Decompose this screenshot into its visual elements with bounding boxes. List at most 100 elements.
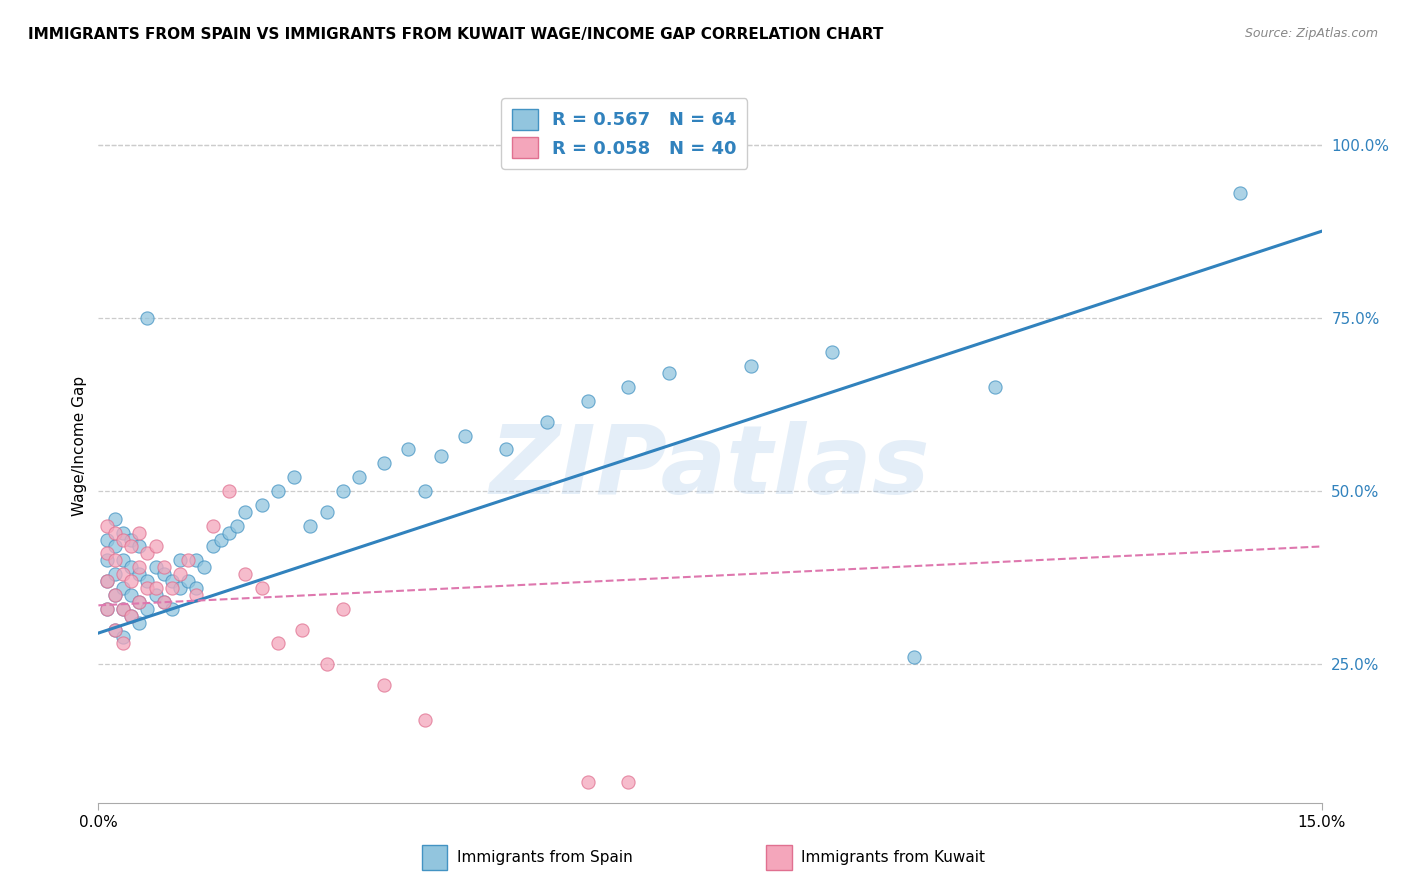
Point (1229, 186, 1251, 201)
Point (111, 581, 134, 595)
Point (96, 602, 118, 616)
Point (233, 505, 256, 519)
Point (373, 456, 395, 470)
Point (111, 602, 134, 616)
Point (145, 560, 167, 574)
Point (111, 567, 134, 582)
Point (96, 574, 118, 588)
Point (218, 525, 240, 540)
Point (96, 574, 118, 588)
Point (104, 623, 127, 637)
Point (145, 581, 167, 595)
Point (291, 623, 314, 637)
Point (193, 560, 215, 574)
Point (332, 602, 354, 616)
Point (152, 560, 174, 574)
Point (104, 588, 127, 602)
Point (283, 470, 305, 484)
Point (104, 512, 127, 526)
Point (209, 533, 232, 547)
Point (169, 567, 191, 582)
Point (332, 483, 354, 498)
Point (136, 602, 159, 616)
Point (120, 574, 142, 588)
Text: IMMIGRANTS FROM SPAIN VS IMMIGRANTS FROM KUWAIT WAGE/INCOME GAP CORRELATION CHAR: IMMIGRANTS FROM SPAIN VS IMMIGRANTS FROM… (28, 27, 883, 42)
Point (903, 650, 925, 665)
Point (349, 470, 371, 484)
Point (104, 540, 127, 554)
Point (201, 518, 224, 533)
Point (120, 560, 142, 574)
Point (250, 581, 273, 595)
Point (128, 595, 150, 609)
Point (96, 553, 118, 567)
Point (120, 608, 142, 623)
Point (111, 553, 134, 567)
Point (104, 553, 127, 567)
Point (413, 483, 436, 498)
Point (160, 602, 183, 616)
Point (111, 533, 134, 547)
Point (128, 567, 150, 582)
Point (454, 428, 477, 442)
Point (299, 518, 322, 533)
Point (120, 540, 142, 554)
Point (104, 567, 127, 582)
Point (233, 567, 256, 582)
Point (160, 574, 183, 588)
Legend: R = 0.567   N = 64, R = 0.058   N = 40: R = 0.567 N = 64, R = 0.058 N = 40 (502, 98, 748, 169)
Point (120, 588, 142, 602)
Point (536, 415, 558, 429)
Point (160, 581, 183, 595)
Point (218, 483, 240, 498)
Y-axis label: Wage/Income Gap: Wage/Income Gap (72, 376, 87, 516)
Point (201, 540, 224, 554)
Point (984, 380, 1007, 394)
Point (136, 546, 159, 560)
Point (617, 380, 640, 394)
Point (226, 518, 249, 533)
Point (128, 525, 150, 540)
Point (658, 366, 681, 380)
Point (373, 678, 395, 692)
Point (315, 657, 337, 672)
Point (128, 540, 150, 554)
Point (186, 553, 208, 567)
Point (430, 450, 453, 464)
Point (120, 533, 142, 547)
Point (104, 588, 127, 602)
Point (96, 546, 118, 560)
Point (177, 553, 200, 567)
Point (495, 442, 517, 457)
Point (740, 359, 762, 374)
Point (128, 560, 150, 574)
Text: ZIPatlas: ZIPatlas (489, 421, 931, 514)
Point (111, 525, 134, 540)
Point (267, 483, 290, 498)
Point (617, 775, 640, 789)
Point (152, 567, 174, 582)
Point (111, 630, 134, 644)
Point (576, 775, 599, 789)
Point (169, 553, 191, 567)
Point (152, 595, 174, 609)
Text: Immigrants from Kuwait: Immigrants from Kuwait (801, 850, 986, 864)
Point (152, 595, 174, 609)
Point (250, 498, 273, 512)
Point (136, 310, 159, 325)
Point (128, 595, 150, 609)
Point (120, 608, 142, 623)
Point (186, 588, 208, 602)
Point (821, 345, 844, 359)
Point (267, 636, 290, 650)
Point (169, 581, 191, 595)
Point (96, 518, 118, 533)
Point (128, 615, 150, 630)
Point (104, 623, 127, 637)
Point (136, 574, 159, 588)
Point (576, 394, 599, 409)
Point (104, 525, 127, 540)
Point (145, 540, 167, 554)
Point (96, 602, 118, 616)
Point (111, 602, 134, 616)
